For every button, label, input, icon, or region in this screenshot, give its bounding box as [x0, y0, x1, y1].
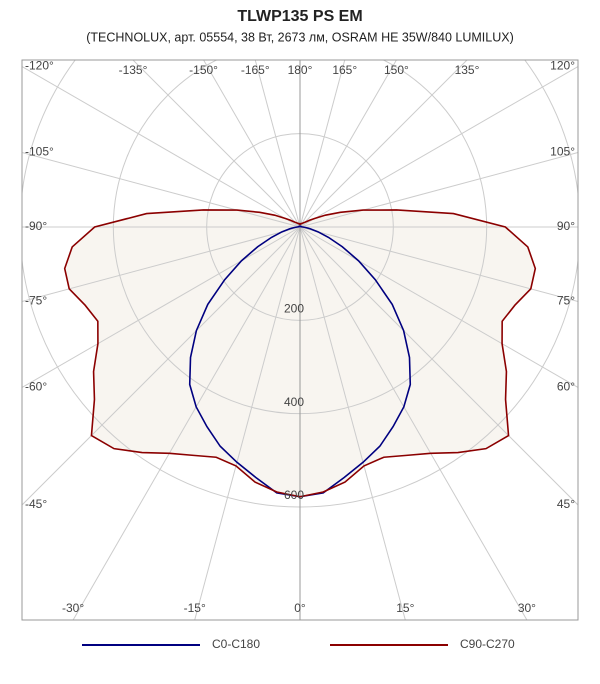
frame [21, 59, 579, 621]
spoke [22, 226, 301, 388]
angle-tick-label: -90° [25, 219, 47, 233]
angle-tick-label: -60° [25, 380, 47, 394]
angle-tick-label: 60° [557, 380, 575, 394]
r-tick-label: 600 [284, 488, 304, 502]
spoke [254, 60, 301, 228]
angle-tick-label: -120° [25, 59, 54, 73]
spoke [299, 60, 346, 228]
labels: 200 400 600 -165° -150° -135° -120° -105° -90° -7… [25, 59, 575, 616]
spoke [299, 226, 578, 302]
r-tick-label: 400 [284, 395, 304, 409]
angle-tick-label: 75° [557, 294, 575, 308]
angle-tick-label: 45° [557, 497, 575, 511]
chart-title: TLWP135 PS EM [237, 8, 362, 25]
angle-tick-label: -15° [184, 601, 206, 615]
angle-tick-label: 90° [557, 219, 575, 233]
legend-label: C90-C270 [460, 637, 515, 651]
angle-tick-label: 30° [518, 601, 536, 615]
spoke [299, 226, 578, 388]
angle-tick-label: 120° [550, 59, 575, 73]
angle-tick-label: 135° [455, 63, 480, 77]
angle-tick-label: 180° [288, 63, 313, 77]
spoke [22, 226, 301, 302]
spoke [299, 60, 468, 228]
spoke [194, 226, 301, 620]
spoke [299, 226, 528, 620]
angle-tick-label: 150° [384, 63, 409, 77]
angle-tick-label: 0° [294, 601, 306, 615]
angle-tick-label: -30° [62, 601, 84, 615]
angle-tick-label: -150° [189, 63, 218, 77]
plot-area [22, 60, 578, 620]
angle-tick-label: -105° [25, 145, 54, 159]
spoke [299, 152, 578, 228]
angle-tick-label: -75° [25, 294, 47, 308]
spoke [299, 60, 397, 228]
spoke [299, 226, 578, 506]
legend-label: C0-C180 [212, 637, 260, 651]
angle-tick-label: 105° [550, 145, 575, 159]
spoke [299, 66, 578, 228]
spoke [132, 60, 301, 228]
angle-tick-label: 15° [396, 601, 414, 615]
angle-tick-label: -45° [25, 497, 47, 511]
r-tick-label: 200 [284, 302, 304, 316]
spoke [203, 60, 301, 228]
series-line [63, 209, 537, 498]
angle-tick-label: -165° [241, 63, 270, 77]
angle-tick-label: 165° [332, 63, 357, 77]
chart-subtitle: (TECHNOLUX, арт. 05554, 38 Вт, 2673 лм, … [86, 30, 514, 44]
spoke [22, 66, 301, 228]
angle-tick-label: -135° [119, 63, 148, 77]
spoke [72, 226, 301, 620]
spoke [22, 226, 301, 506]
spoke [22, 152, 301, 228]
spoke [299, 226, 406, 620]
